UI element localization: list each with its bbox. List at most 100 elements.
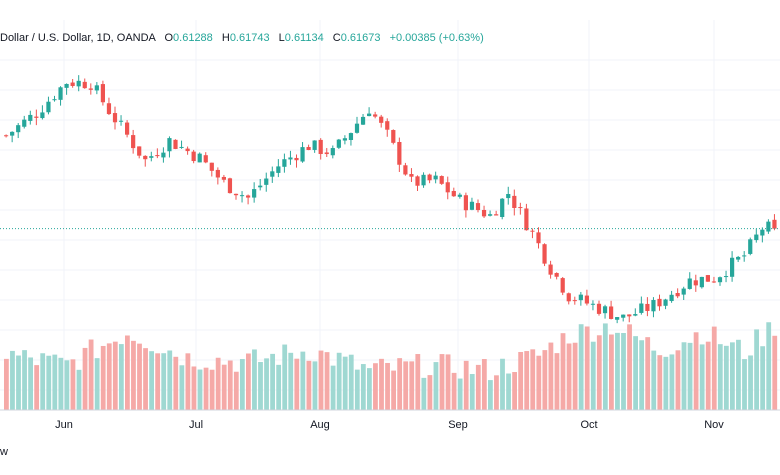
volume-bar <box>288 352 294 410</box>
volume-bar <box>554 353 560 410</box>
volume-bar <box>693 332 699 410</box>
candle-body <box>609 306 614 319</box>
candle-body <box>264 178 269 185</box>
candle-body <box>252 189 257 198</box>
candle-body <box>748 239 753 254</box>
candle-body <box>760 229 765 236</box>
volume-bar <box>488 380 493 410</box>
close-label: C <box>332 32 341 44</box>
volume-bar <box>118 344 124 410</box>
volume-bar <box>354 369 360 410</box>
volume-bar <box>64 360 70 410</box>
volume-bar <box>711 326 717 410</box>
candle-body <box>506 194 511 199</box>
volume-bar <box>94 358 100 410</box>
candle-body <box>34 116 39 118</box>
volume-bar <box>143 348 148 410</box>
volume-bar <box>415 354 421 410</box>
candle-body <box>173 139 178 149</box>
candle-body <box>633 314 638 316</box>
volume-bar <box>258 362 263 410</box>
volume-bar <box>736 339 741 410</box>
volume-bar <box>373 363 378 410</box>
candle-body <box>143 155 148 160</box>
candle-body <box>488 214 493 216</box>
candle-body <box>475 203 481 211</box>
candle-body <box>421 174 426 186</box>
candle-body <box>699 276 704 288</box>
volume-bar <box>530 349 536 410</box>
candle-body <box>651 299 656 312</box>
candle-body <box>663 299 668 306</box>
candle-body <box>294 157 299 161</box>
volume-bar <box>306 360 312 410</box>
volume-bar <box>112 341 118 410</box>
volume-bar <box>385 362 390 410</box>
volume-bar <box>270 353 275 410</box>
volume-bar <box>397 358 403 410</box>
volume-bar <box>645 337 651 410</box>
volume-bar <box>125 335 130 410</box>
candle-body <box>185 148 190 152</box>
volume-bar <box>463 360 469 410</box>
volume-bar <box>754 329 759 410</box>
candle-body <box>494 214 499 216</box>
volume-bar <box>596 335 602 410</box>
candle-body <box>336 139 341 148</box>
candle-body <box>270 171 275 177</box>
candle-body <box>94 85 99 91</box>
candle-body <box>602 306 608 314</box>
volume-bar <box>252 349 257 410</box>
x-tick-label: Sep <box>448 419 468 431</box>
volume-bar <box>669 354 675 410</box>
candle-body <box>167 138 172 152</box>
candle-body <box>246 195 251 198</box>
candle-body <box>4 135 9 137</box>
volume-bar <box>34 365 40 410</box>
candle-body <box>500 198 505 218</box>
candle-body <box>457 194 462 197</box>
candle-body <box>106 103 112 115</box>
candle-body <box>373 114 378 117</box>
volume-bar <box>730 342 735 410</box>
volume-bar <box>439 354 445 410</box>
volume-bar <box>681 342 687 410</box>
candle-body <box>536 232 541 244</box>
volume-bar <box>342 356 348 410</box>
candle-body <box>717 277 723 283</box>
candle-body <box>451 190 456 197</box>
volume-bar <box>687 342 693 410</box>
candle-body <box>439 176 444 184</box>
high-value: 0.61743 <box>229 32 270 44</box>
volume-bar <box>100 345 106 410</box>
volume-bar <box>409 361 415 410</box>
candle-body <box>772 219 777 229</box>
volume-bar <box>221 364 227 410</box>
volume-bar <box>469 374 475 410</box>
high-label: H <box>221 32 230 44</box>
volume-bar <box>4 358 9 410</box>
volume-bar <box>294 358 300 410</box>
candle-body <box>596 303 602 314</box>
volume-bar <box>705 341 711 410</box>
candle-body <box>705 275 710 282</box>
volume-bar <box>760 346 766 410</box>
volume-bar <box>106 343 112 410</box>
x-tick-label: Oct <box>580 419 597 431</box>
volume-bar <box>451 372 457 410</box>
candle-body <box>58 87 63 100</box>
candle-body <box>70 82 75 86</box>
candle-body <box>766 221 771 232</box>
candle-body <box>433 175 438 180</box>
instrument-label: Dollar / U.S. Dollar, 1D, OANDA <box>0 32 156 44</box>
volume-bar <box>318 350 324 410</box>
candle-body <box>542 244 547 264</box>
candle-body <box>530 230 535 232</box>
candle-body <box>560 278 565 293</box>
volume-bar <box>348 354 354 410</box>
candle-body <box>360 116 366 125</box>
volume-bar <box>633 336 638 410</box>
candle-body <box>149 156 154 158</box>
